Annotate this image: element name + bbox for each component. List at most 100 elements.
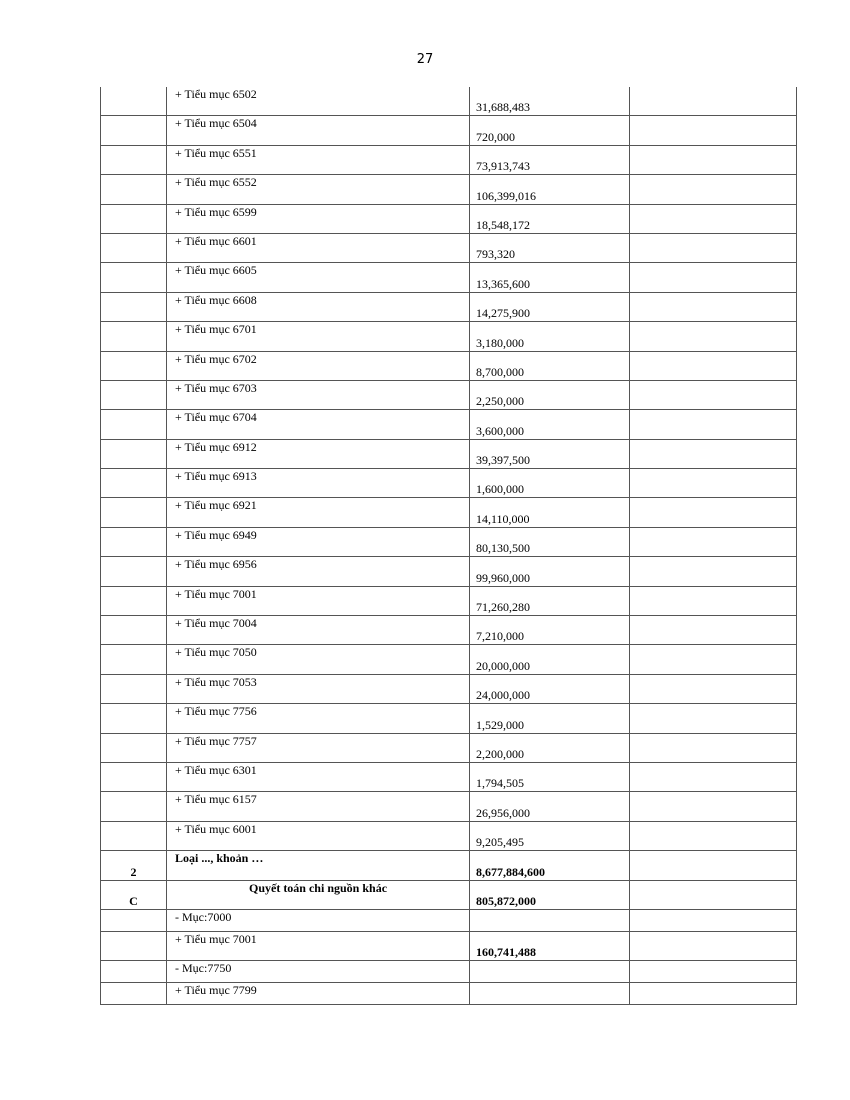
row-value: 20,000,000: [476, 658, 530, 673]
row-value: 14,110,000: [476, 511, 530, 526]
cell-value: 31,688,483: [469, 87, 630, 117]
cell-value: 8,700,000: [469, 350, 630, 381]
cell-stt: [100, 497, 167, 528]
cell-label: + Tiểu mục 6001: [166, 820, 470, 852]
table-row: + Tiểu mục 7050 20,000,000: [100, 644, 797, 675]
row-value: 71,260,280: [476, 600, 530, 615]
cell-note: [629, 379, 797, 411]
row-value: 18,548,172: [476, 217, 530, 232]
cell-stt: 2: [100, 850, 167, 881]
cell-label: Quyết toán chi nguồn khác: [166, 879, 470, 910]
cell-label: + Tiểu mục 6702: [166, 350, 470, 381]
row-label: + Tiểu mục 6157: [175, 792, 257, 807]
cell-stt: [100, 673, 167, 705]
cell-stt: [100, 232, 167, 264]
cell-label: + Tiểu mục 7050: [166, 644, 470, 675]
table-row: + Tiểu mục 6605 13,365,600: [100, 262, 797, 293]
table-row: + Tiểu mục 6504 720,000: [100, 115, 797, 146]
row-label: + Tiểu mục 6605: [175, 263, 257, 278]
cell-label: + Tiểu mục 7001: [166, 930, 470, 962]
cell-value: 106,399,016: [469, 174, 630, 205]
cell-note: [629, 468, 797, 499]
table-row: + Tiểu mục 7799: [100, 982, 797, 1006]
table-row: + Tiểu mục 6608 14,275,900: [100, 291, 797, 323]
row-label: + Tiểu mục 6552: [175, 175, 257, 190]
row-label: + Tiểu mục 6001: [175, 821, 257, 836]
row-label: Loại ..., khoản …: [175, 851, 264, 866]
cell-label: + Tiểu mục 6703: [166, 379, 470, 411]
cell-note: [629, 982, 797, 1006]
row-value: 3,600,000: [476, 423, 524, 438]
row-value: 24,000,000: [476, 688, 530, 703]
row-label: + Tiểu mục 6956: [175, 557, 257, 572]
cell-note: [629, 497, 797, 528]
cell-label: + Tiểu mục 6601: [166, 232, 470, 264]
cell-value: 7,210,000: [469, 615, 630, 646]
cell-note: [629, 644, 797, 675]
cell-label: + Tiểu mục 6912: [166, 438, 470, 470]
cell-value: 18,548,172: [469, 203, 630, 234]
cell-stt: [100, 585, 167, 617]
table-row: + Tiểu mục 6949 80,130,500: [100, 526, 797, 558]
table-row: + Tiểu mục 6703 2,250,000: [100, 379, 797, 411]
row-value: 13,365,600: [476, 276, 530, 291]
cell-note: [629, 291, 797, 323]
row-value: 1,794,505: [476, 776, 524, 791]
row-label: + Tiểu mục 6601: [175, 233, 257, 248]
row-value: 720,000: [476, 129, 515, 144]
cell-label: + Tiểu mục 7001: [166, 585, 470, 617]
row-label: + Tiểu mục 7799: [175, 983, 257, 998]
cell-value: 793,320: [469, 232, 630, 264]
table-row: + Tiểu mục 7053 24,000,000: [100, 673, 797, 705]
table-row: 2 Loại ..., khoản … 8,677,884,600: [100, 850, 797, 881]
table-row: + Tiểu mục 6502 31,688,483: [100, 87, 797, 117]
cell-value: 20,000,000: [469, 644, 630, 675]
row-label: + Tiểu mục 6599: [175, 204, 257, 219]
cell-value: 24,000,000: [469, 673, 630, 705]
row-value: 3,180,000: [476, 335, 524, 350]
cell-stt: [100, 350, 167, 381]
cell-value: 13,365,600: [469, 262, 630, 293]
cell-label: + Tiểu mục 6551: [166, 144, 470, 176]
row-value: 1,529,000: [476, 717, 524, 732]
row-value: 8,677,884,600: [476, 864, 545, 879]
cell-value: 3,180,000: [469, 321, 630, 352]
cell-note: [629, 262, 797, 293]
row-label: + Tiểu mục 6504: [175, 116, 257, 131]
row-label: + Tiểu mục 6301: [175, 762, 257, 777]
cell-note: [629, 350, 797, 381]
cell-value: 805,872,000: [469, 879, 630, 910]
table-row: + Tiểu mục 6552 106,399,016: [100, 174, 797, 205]
cell-stt: [100, 556, 167, 587]
cell-value: 99,960,000: [469, 556, 630, 587]
cell-stt: [100, 115, 167, 146]
cell-note: [629, 850, 797, 881]
cell-stt: [100, 982, 167, 1006]
cell-stt: [100, 820, 167, 852]
row-value: 26,956,000: [476, 805, 530, 820]
cell-stt: [100, 438, 167, 470]
cell-stt: [100, 791, 167, 822]
cell-stt: [100, 468, 167, 499]
row-value: 31,688,483: [476, 100, 530, 115]
cell-note: [629, 232, 797, 264]
cell-stt: [100, 644, 167, 675]
row-value: 2,200,000: [476, 746, 524, 761]
cell-label: + Tiểu mục 6157: [166, 791, 470, 822]
row-value: 1,600,000: [476, 482, 524, 497]
row-value: 7,210,000: [476, 629, 524, 644]
row-label: + Tiểu mục 6701: [175, 322, 257, 337]
cell-stt: [100, 174, 167, 205]
table-row: C Quyết toán chi nguồn khác 805,872,000: [100, 879, 797, 910]
cell-value: 80,130,500: [469, 526, 630, 558]
cell-note: [629, 409, 797, 440]
cell-value: 1,529,000: [469, 703, 630, 734]
cell-value: 8,677,884,600: [469, 850, 630, 881]
table-row: + Tiểu mục 6601 793,320: [100, 232, 797, 264]
cell-note: [629, 673, 797, 705]
cell-value: 160,741,488: [469, 930, 630, 962]
cell-note: [629, 174, 797, 205]
row-label: + Tiểu mục 6608: [175, 292, 257, 307]
cell-stt: [100, 87, 167, 117]
cell-label: + Tiểu mục 6956: [166, 556, 470, 587]
